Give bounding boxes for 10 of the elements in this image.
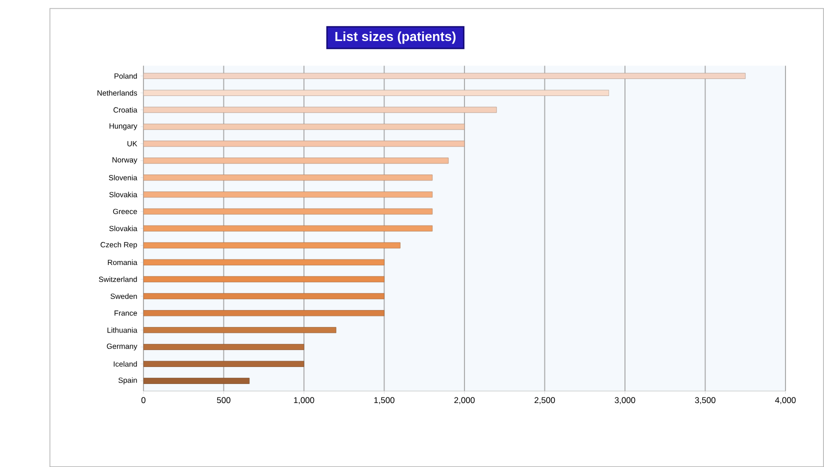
x-tick-label: 2,000 [454,397,475,404]
chart-title: List sizes (patients) [335,31,456,44]
x-tick-label: 1,500 [374,397,394,404]
x-tick-label: 1,000 [294,397,314,404]
x-tick-label: 4,000 [775,397,796,404]
x-tick-label: 0 [141,397,146,404]
x-tick-label: 3,500 [694,397,716,404]
x-tick-label: 500 [217,397,230,404]
x-tick-label: 3,000 [614,397,636,404]
x-tick-label: 2,500 [534,397,555,404]
